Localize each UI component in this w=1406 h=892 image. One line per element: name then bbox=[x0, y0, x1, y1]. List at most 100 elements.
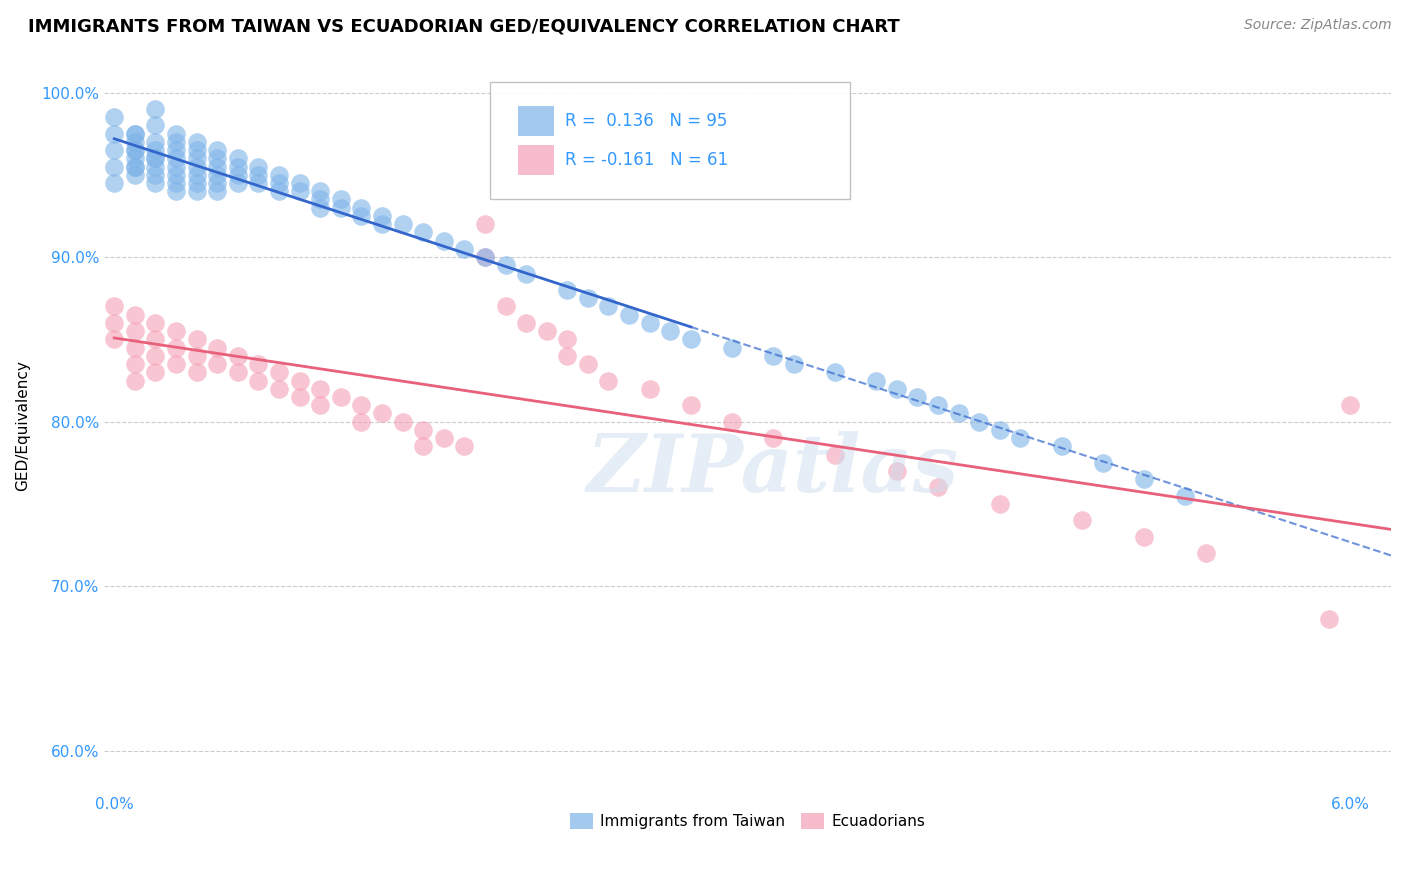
Point bbox=[474, 217, 496, 231]
Point bbox=[207, 143, 229, 157]
Point bbox=[165, 341, 187, 355]
Point bbox=[145, 365, 167, 379]
Point bbox=[309, 382, 332, 396]
Point bbox=[207, 357, 229, 371]
Point bbox=[391, 415, 413, 429]
Point bbox=[474, 250, 496, 264]
Point bbox=[165, 184, 187, 198]
Point bbox=[207, 160, 229, 174]
Point bbox=[576, 357, 599, 371]
Point bbox=[576, 291, 599, 305]
Point bbox=[226, 168, 249, 182]
Point bbox=[288, 374, 311, 388]
Point bbox=[555, 332, 578, 346]
Point bbox=[145, 316, 167, 330]
Point bbox=[145, 160, 167, 174]
Point bbox=[1195, 546, 1218, 560]
Point bbox=[555, 283, 578, 297]
Point bbox=[309, 184, 332, 198]
Point bbox=[659, 324, 682, 338]
Point bbox=[762, 431, 785, 445]
Point bbox=[247, 160, 270, 174]
Point bbox=[1174, 489, 1197, 503]
Point bbox=[247, 374, 270, 388]
Point bbox=[617, 308, 640, 322]
Point bbox=[350, 201, 373, 215]
Point bbox=[165, 176, 187, 190]
Point bbox=[124, 308, 146, 322]
Text: R =  0.136   N = 95: R = 0.136 N = 95 bbox=[565, 112, 727, 130]
Point bbox=[145, 349, 167, 363]
Point bbox=[145, 119, 167, 133]
Point bbox=[165, 160, 187, 174]
Point bbox=[988, 497, 1011, 511]
Point bbox=[124, 168, 146, 182]
Point bbox=[288, 184, 311, 198]
Point bbox=[453, 242, 475, 256]
Point bbox=[103, 143, 125, 157]
Point bbox=[103, 332, 125, 346]
Point bbox=[124, 160, 146, 174]
Point bbox=[679, 398, 702, 412]
Point bbox=[124, 324, 146, 338]
Point bbox=[124, 374, 146, 388]
Point bbox=[186, 349, 208, 363]
Point bbox=[186, 143, 208, 157]
Point bbox=[247, 176, 270, 190]
Point bbox=[186, 168, 208, 182]
Point bbox=[186, 160, 208, 174]
Point bbox=[371, 406, 394, 420]
Point bbox=[1133, 472, 1156, 486]
Point bbox=[536, 324, 558, 338]
Point bbox=[267, 365, 290, 379]
Point bbox=[309, 201, 332, 215]
Point bbox=[824, 365, 846, 379]
Point bbox=[721, 341, 744, 355]
Point bbox=[124, 341, 146, 355]
FancyBboxPatch shape bbox=[491, 81, 851, 199]
Point bbox=[679, 332, 702, 346]
Point bbox=[391, 217, 413, 231]
Point bbox=[124, 160, 146, 174]
Point bbox=[145, 152, 167, 166]
Point bbox=[124, 152, 146, 166]
Point bbox=[988, 423, 1011, 437]
Point bbox=[124, 135, 146, 149]
Point bbox=[350, 415, 373, 429]
Point bbox=[495, 258, 517, 272]
Point bbox=[165, 324, 187, 338]
Point bbox=[207, 168, 229, 182]
Bar bbox=[519, 106, 554, 136]
Point bbox=[453, 439, 475, 453]
Point bbox=[927, 398, 949, 412]
Point bbox=[103, 176, 125, 190]
Point bbox=[145, 332, 167, 346]
Point bbox=[186, 332, 208, 346]
Point bbox=[226, 152, 249, 166]
Point bbox=[1010, 431, 1032, 445]
Point bbox=[288, 176, 311, 190]
Point bbox=[515, 267, 537, 281]
Point bbox=[165, 135, 187, 149]
Point bbox=[103, 160, 125, 174]
Point bbox=[165, 143, 187, 157]
Point bbox=[412, 423, 434, 437]
Point bbox=[226, 160, 249, 174]
Point bbox=[267, 168, 290, 182]
Point bbox=[103, 127, 125, 141]
Point bbox=[226, 176, 249, 190]
Point bbox=[927, 481, 949, 495]
Point bbox=[1339, 398, 1361, 412]
Point bbox=[886, 382, 908, 396]
Point bbox=[309, 193, 332, 207]
Point bbox=[226, 349, 249, 363]
Point bbox=[165, 127, 187, 141]
Point bbox=[226, 365, 249, 379]
Point bbox=[145, 152, 167, 166]
Point bbox=[124, 127, 146, 141]
Bar bbox=[519, 145, 554, 176]
Text: IMMIGRANTS FROM TAIWAN VS ECUADORIAN GED/EQUIVALENCY CORRELATION CHART: IMMIGRANTS FROM TAIWAN VS ECUADORIAN GED… bbox=[28, 18, 900, 36]
Point bbox=[247, 168, 270, 182]
Point bbox=[329, 193, 352, 207]
Point bbox=[350, 398, 373, 412]
